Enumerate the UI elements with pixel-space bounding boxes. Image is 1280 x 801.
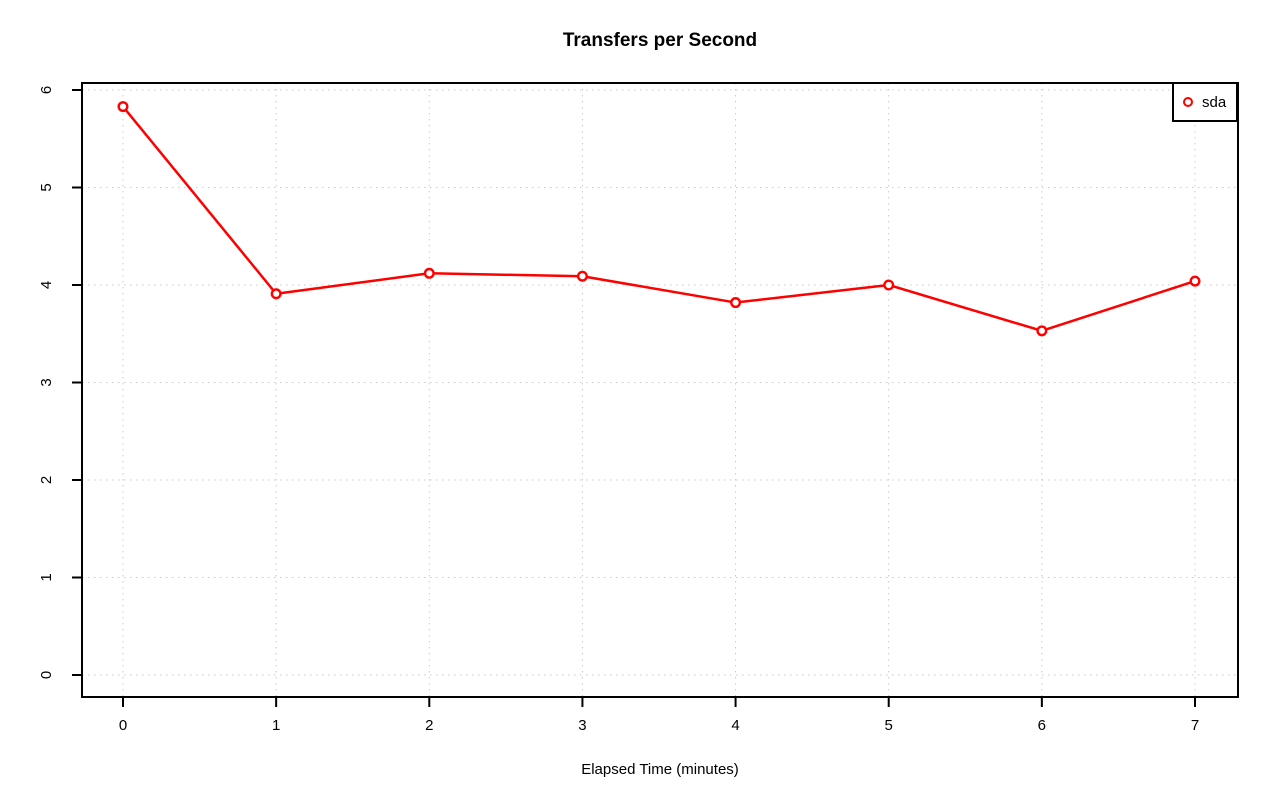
chart-title: Transfers per Second bbox=[562, 30, 758, 51]
data-point bbox=[883, 279, 895, 291]
plot-border bbox=[81, 82, 1239, 698]
x-tick-label: 4 bbox=[731, 717, 739, 734]
data-point bbox=[1189, 275, 1201, 287]
y-tick-label: 3 bbox=[38, 378, 55, 386]
y-tick-label: 6 bbox=[38, 86, 55, 94]
x-tick-label: 7 bbox=[1191, 717, 1199, 734]
series-line bbox=[121, 105, 1197, 333]
legend-marker-circle-icon bbox=[1183, 97, 1193, 107]
data-point bbox=[576, 270, 588, 282]
data-point bbox=[270, 288, 282, 300]
data-point bbox=[423, 267, 435, 279]
y-tick-label: 0 bbox=[38, 671, 55, 679]
data-point bbox=[730, 297, 742, 309]
x-tick-label: 2 bbox=[425, 717, 433, 734]
x-tick-label: 5 bbox=[885, 717, 893, 734]
x-tick-label: 3 bbox=[578, 717, 586, 734]
data-point bbox=[117, 101, 129, 113]
x-tick-label: 1 bbox=[272, 717, 280, 734]
legend-series-label: sda bbox=[1202, 93, 1227, 111]
y-tick-label: 4 bbox=[38, 281, 55, 289]
y-tick-label: 2 bbox=[38, 476, 55, 484]
y-tick-label: 5 bbox=[38, 183, 55, 191]
x-tick-label: 6 bbox=[1038, 717, 1046, 734]
x-axis-label: Elapsed Time (minutes) bbox=[581, 761, 739, 778]
x-tick-label: 0 bbox=[119, 717, 127, 734]
data-point bbox=[1036, 325, 1048, 337]
y-tick-label: 1 bbox=[38, 573, 55, 581]
legend: sda bbox=[1172, 82, 1238, 122]
